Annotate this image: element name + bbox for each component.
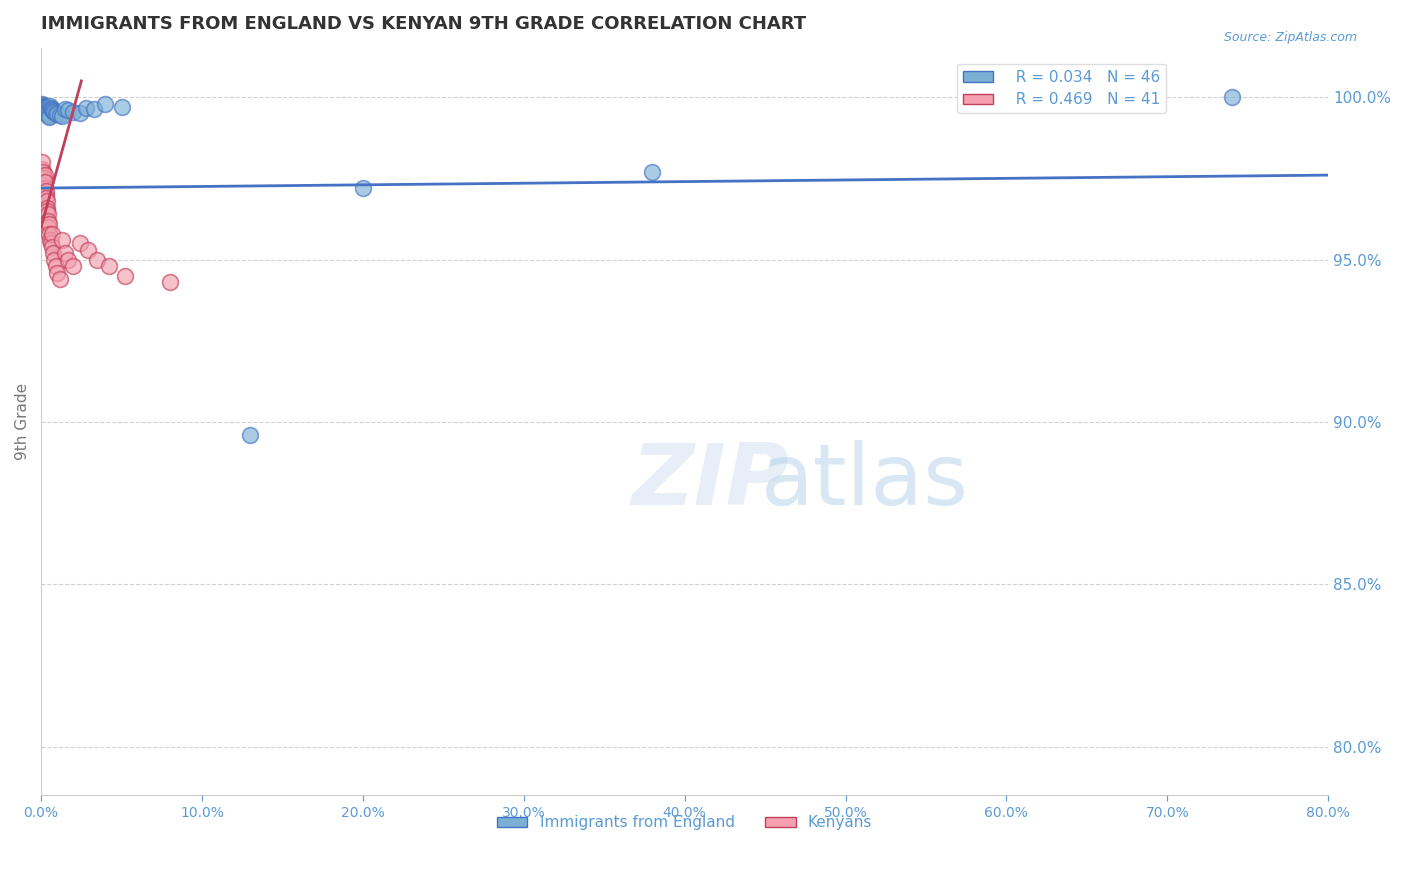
Point [41, 102, 63, 116]
Point [42, 103, 65, 118]
Text: ZIP: ZIP [631, 440, 789, 524]
Point [35, 194, 58, 208]
Text: Source: ZipAtlas.com: Source: ZipAtlas.com [1223, 31, 1357, 45]
Point [51, 233, 73, 247]
Legend: Immigrants from England, Kenyans: Immigrants from England, Kenyans [491, 809, 879, 837]
Point [46, 107, 69, 121]
Point [39, 236, 62, 251]
Point [38, 110, 60, 124]
Point [34, 101, 56, 115]
Point [37, 105, 59, 120]
Point [69, 236, 91, 251]
Point [34, 100, 56, 114]
Point [37, 207, 59, 221]
Point [31, 100, 53, 114]
Point [34, 187, 56, 202]
Point [42, 246, 65, 260]
Point [38, 227, 60, 241]
Y-axis label: 9th Grade: 9th Grade [15, 384, 30, 460]
Point [46, 266, 69, 280]
Point [48, 272, 70, 286]
Point [39, 233, 62, 247]
Point [31, 96, 53, 111]
Point [34, 106, 56, 120]
Point [48, 108, 70, 122]
Point [35, 185, 58, 199]
Point [32, 98, 55, 112]
Point [37, 107, 59, 121]
Point [58, 103, 80, 117]
Point [37, 213, 59, 227]
Point [32, 99, 55, 113]
Point [41, 103, 63, 117]
Point [35, 103, 58, 117]
Point [41, 239, 63, 253]
Point [641, 165, 664, 179]
Point [75, 101, 97, 115]
Point [51, 109, 73, 123]
Point [83, 103, 105, 117]
Point [94, 97, 117, 112]
Point [1220, 90, 1243, 104]
Point [35, 100, 58, 114]
Point [34, 178, 56, 192]
Text: IMMIGRANTS FROM ENGLAND VS KENYAN 9TH GRADE CORRELATION CHART: IMMIGRANTS FROM ENGLAND VS KENYAN 9TH GR… [41, 15, 806, 33]
Point [110, 100, 132, 114]
Point [37, 203, 59, 218]
Point [34, 168, 56, 182]
Point [38, 109, 60, 123]
Point [35, 103, 58, 118]
Point [32, 168, 55, 182]
Point [34, 103, 56, 117]
Point [38, 217, 60, 231]
Point [34, 102, 56, 116]
Point [32, 171, 55, 186]
Point [32, 175, 55, 189]
Point [39, 101, 62, 115]
Point [35, 104, 58, 119]
Point [53, 102, 76, 116]
Point [31, 155, 53, 169]
Point [31, 171, 53, 186]
Point [44, 252, 66, 267]
Point [34, 103, 56, 118]
Point [239, 428, 262, 442]
Point [37, 220, 59, 235]
Point [62, 259, 84, 273]
Point [44, 104, 66, 119]
Point [34, 175, 56, 189]
Point [45, 106, 67, 120]
Point [31, 161, 53, 176]
Point [62, 104, 84, 119]
Point [53, 246, 76, 260]
Point [76, 243, 98, 257]
Text: atlas: atlas [761, 440, 969, 524]
Point [352, 181, 374, 195]
Point [37, 108, 59, 122]
Point [32, 101, 55, 115]
Point [86, 252, 108, 267]
Point [114, 268, 136, 283]
Point [58, 252, 80, 267]
Point [34, 181, 56, 195]
Point [34, 103, 56, 117]
Point [35, 201, 58, 215]
Point [41, 227, 63, 241]
Point [32, 165, 55, 179]
Point [159, 275, 181, 289]
Point [32, 102, 55, 116]
Point [35, 191, 58, 205]
Point [45, 259, 67, 273]
Point [97, 259, 120, 273]
Point [69, 106, 91, 120]
Point [34, 104, 56, 119]
Point [34, 103, 56, 117]
Point [39, 99, 62, 113]
